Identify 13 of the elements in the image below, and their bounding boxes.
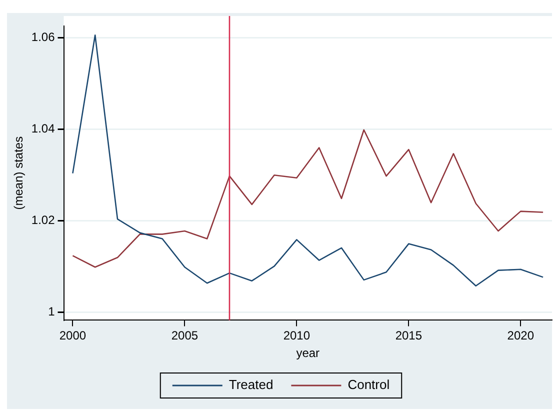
x-tick-label: 2005 (171, 328, 198, 343)
x-tick-label: 2010 (283, 328, 310, 343)
x-tick-label: 2000 (59, 328, 86, 343)
y-axis-title: (mean) states (12, 136, 26, 210)
y-tick-label: 1.02 (31, 213, 56, 228)
x-tick-label: 2020 (507, 328, 534, 343)
x-axis-title: year (296, 346, 320, 360)
y-tick-label: 1 (48, 304, 56, 319)
x-tick-label: 2015 (395, 328, 422, 343)
y-tick-label: 1.06 (31, 30, 56, 44)
y-tick-label: 1.04 (31, 122, 56, 136)
legend-label: Control (348, 377, 390, 392)
legend-label: Treated (228, 377, 274, 392)
